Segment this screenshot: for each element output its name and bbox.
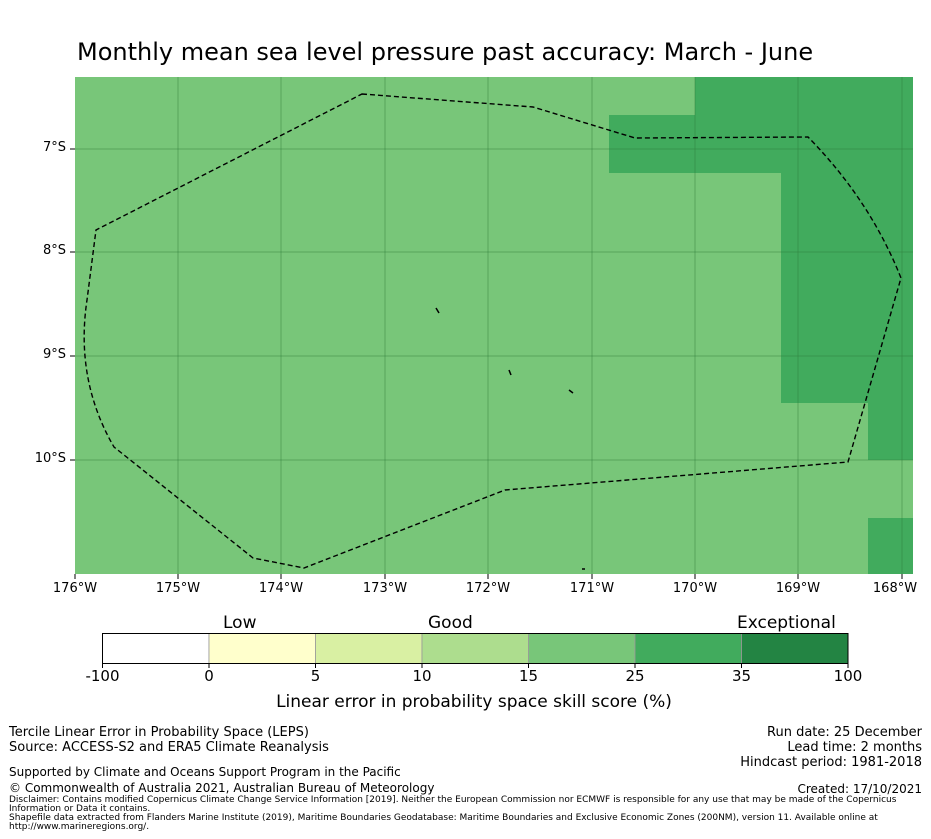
lon-label: 176°W — [52, 581, 98, 596]
lead-time: Lead time: 2 months — [787, 740, 922, 755]
colorbar-segment — [741, 633, 849, 664]
colorbar-segment — [102, 633, 210, 664]
colorbar — [102, 633, 849, 668]
skill-region-high — [609, 115, 913, 173]
skill-region-high — [695, 77, 913, 115]
lon-label: 169°W — [775, 581, 821, 596]
lon-label: 172°W — [465, 581, 511, 596]
run-date: Run date: 25 December — [767, 725, 922, 740]
footer-source: Source: ACCESS-S2 and ERA5 Climate Reana… — [9, 740, 329, 755]
footer-method: Tercile Linear Error in Probability Spac… — [9, 725, 309, 740]
footer-supported: Supported by Climate and Oceans Support … — [9, 765, 401, 779]
colorbar-title: Linear error in probability space skill … — [276, 692, 672, 712]
colorbar-tick-label: 5 — [310, 667, 321, 685]
colorbar-segment — [421, 633, 529, 664]
colorbar-tick-label: 25 — [625, 667, 645, 685]
colorbar-category-low: Low — [223, 613, 257, 633]
lat-label: 9°S — [42, 347, 66, 362]
islands — [435, 307, 585, 570]
colorbar-tick-label: 10 — [412, 667, 432, 685]
lat-label: 7°S — [42, 140, 66, 155]
colorbar-segment — [208, 633, 316, 664]
lon-label: 174°W — [258, 581, 304, 596]
colorbar-segment — [528, 633, 636, 664]
eez-boundary — [83, 93, 902, 569]
lon-label: 175°W — [155, 581, 201, 596]
lon-label: 168°W — [872, 581, 918, 596]
lon-label: 173°W — [362, 581, 408, 596]
colorbar-frame — [102, 633, 849, 664]
footer-copyright: © Commonwealth of Australia 2021, Austra… — [9, 781, 435, 795]
hindcast-period: Hindcast period: 1981-2018 — [740, 755, 922, 770]
map-title: Monthly mean sea level pressure past acc… — [77, 38, 814, 66]
skill-region-high — [781, 173, 913, 403]
colorbar-tick-label: 0 — [204, 667, 214, 685]
skill-region-high — [868, 518, 913, 574]
lat-label: 10°S — [34, 451, 66, 466]
skill-region-high — [868, 403, 913, 460]
created-date: Created: 17/10/2021 — [797, 782, 922, 796]
gridlines — [75, 77, 913, 574]
colorbar-segment — [315, 633, 423, 664]
lon-label: 171°W — [569, 581, 615, 596]
colorbar-category-exceptional: Exceptional — [737, 613, 836, 633]
colorbar-tick-label: 15 — [518, 667, 539, 685]
footer-disclaimer: Disclaimer: Contains modified Copernicus… — [9, 795, 897, 814]
lat-label: 8°S — [42, 243, 66, 258]
colorbar-tick-label: 35 — [731, 667, 752, 685]
colorbar-tick-label: -100 — [85, 667, 120, 685]
axis-ticks — [70, 148, 903, 579]
colorbar-category-good: Good — [428, 613, 473, 633]
lon-label: 170°W — [672, 581, 718, 596]
colorbar-tick-label: 100 — [833, 667, 863, 685]
colorbar-segment — [634, 633, 742, 664]
footer-shapefile: Shapefile data extracted from Flanders M… — [9, 813, 878, 832]
